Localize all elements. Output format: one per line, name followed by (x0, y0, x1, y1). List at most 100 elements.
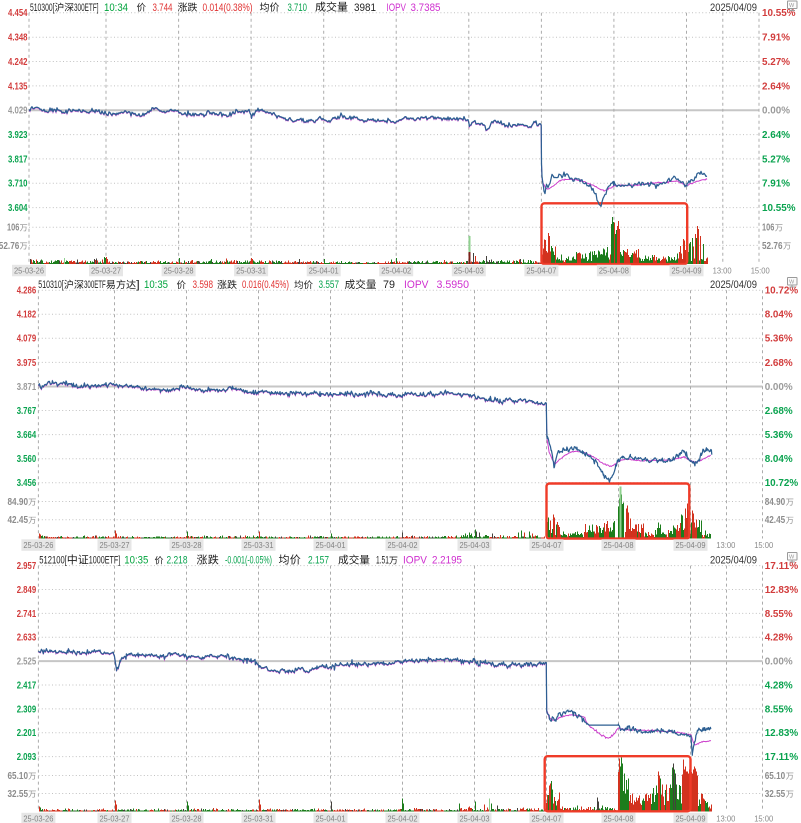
svg-text:17.11%: 17.11% (765, 561, 799, 572)
svg-text:106: 106 (762, 223, 775, 234)
svg-text:25-03-31: 25-03-31 (244, 540, 274, 550)
svg-text:13:00: 13:00 (713, 266, 732, 276)
svg-text:7.91%: 7.91% (762, 179, 790, 190)
svg-text:84.90: 84.90 (765, 497, 786, 508)
svg-text:2.525: 2.525 (17, 657, 37, 668)
svg-text:4.182: 4.182 (17, 310, 37, 321)
svg-text:5.36%: 5.36% (765, 430, 793, 441)
svg-text:10:35: 10:35 (144, 279, 168, 291)
svg-text:2.093: 2.093 (17, 752, 37, 763)
svg-text:25-04-03: 25-04-03 (454, 266, 484, 276)
svg-text:10:34: 10:34 (104, 2, 128, 14)
svg-text:25-03-28: 25-03-28 (164, 266, 194, 276)
svg-text:2.218: 2.218 (167, 555, 188, 567)
svg-text:10.55%: 10.55% (762, 203, 796, 214)
svg-text:79: 79 (383, 279, 395, 291)
svg-text:25-04-01: 25-04-01 (316, 540, 346, 550)
svg-text:3.975: 3.975 (17, 358, 37, 369)
svg-text:510310[: 510310[ (38, 279, 63, 291)
svg-text:42.45: 42.45 (8, 515, 29, 526)
svg-text:2.157: 2.157 (308, 555, 329, 567)
svg-text:17.11%: 17.11% (765, 752, 799, 763)
svg-text:25-03-28: 25-03-28 (172, 814, 202, 823)
svg-text:5.27%: 5.27% (762, 154, 790, 165)
svg-text:3.598: 3.598 (193, 279, 214, 291)
svg-text:8.55%: 8.55% (765, 704, 793, 715)
svg-text:4.079: 4.079 (17, 334, 37, 345)
svg-text:12.83%: 12.83% (765, 585, 799, 596)
svg-text:25-04-09: 25-04-09 (676, 814, 706, 823)
svg-text:8.04%: 8.04% (765, 454, 793, 465)
svg-text:25-03-28: 25-03-28 (172, 540, 202, 550)
svg-text:3.7385: 3.7385 (411, 2, 441, 14)
svg-text:25-03-27: 25-03-27 (100, 540, 130, 550)
svg-text:25-03-27: 25-03-27 (100, 814, 130, 823)
svg-text:25-04-07: 25-04-07 (526, 266, 556, 276)
svg-text:3.817: 3.817 (8, 154, 28, 165)
svg-text:3.710: 3.710 (8, 179, 28, 190)
svg-text:3.456: 3.456 (17, 478, 37, 489)
svg-text:300ETF]: 300ETF] (74, 2, 99, 14)
svg-text:25-04-01: 25-04-01 (309, 266, 339, 276)
svg-text:W: W (789, 280, 795, 286)
svg-text:10.72%: 10.72% (765, 286, 799, 297)
svg-text:3.5950: 3.5950 (437, 279, 470, 291)
svg-text:2.201: 2.201 (17, 728, 37, 739)
svg-text:15:00: 15:00 (754, 540, 773, 550)
svg-text:4.029: 4.029 (8, 106, 28, 117)
svg-text:32.55: 32.55 (8, 789, 29, 800)
svg-text:0.014(0.38%): 0.014(0.38%) (203, 2, 253, 14)
svg-text:8.04%: 8.04% (765, 310, 793, 321)
svg-text:300ETF: 300ETF (84, 279, 106, 291)
svg-text:3.557: 3.557 (319, 279, 340, 291)
svg-text:2025/04/09: 2025/04/09 (710, 555, 757, 567)
svg-text:25-04-03: 25-04-03 (460, 814, 490, 823)
svg-text:3.871: 3.871 (17, 382, 37, 393)
svg-text:25-03-27: 25-03-27 (91, 266, 121, 276)
svg-text:15:00: 15:00 (754, 814, 773, 823)
svg-text:25-04-08: 25-04-08 (604, 540, 634, 550)
svg-text:65.10: 65.10 (8, 771, 29, 782)
svg-text:13:00: 13:00 (716, 814, 735, 823)
svg-text:42.45: 42.45 (765, 515, 786, 526)
svg-text:10:35: 10:35 (124, 555, 148, 567)
svg-text:65.10: 65.10 (765, 771, 786, 782)
svg-text:0.00%: 0.00% (762, 106, 790, 117)
svg-text:25-03-26: 25-03-26 (23, 814, 53, 823)
svg-text:4.135: 4.135 (8, 81, 28, 92)
svg-text:25-04-01: 25-04-01 (316, 814, 346, 823)
svg-text:25-03-26: 25-03-26 (14, 266, 44, 276)
svg-text:84.90: 84.90 (8, 497, 29, 508)
svg-text:2.417: 2.417 (17, 680, 37, 691)
svg-text:3.710: 3.710 (288, 2, 308, 14)
svg-text:10.72%: 10.72% (765, 478, 799, 489)
svg-text:3.560: 3.560 (17, 454, 37, 465)
svg-text:4.454: 4.454 (8, 8, 28, 19)
svg-text:106: 106 (7, 223, 20, 234)
svg-text:13:00: 13:00 (716, 540, 735, 550)
svg-text:3.604: 3.604 (8, 203, 28, 214)
svg-text:52.76: 52.76 (762, 241, 783, 252)
svg-text:25-04-02: 25-04-02 (388, 814, 418, 823)
svg-text:]: ] (136, 279, 140, 291)
svg-text:3981: 3981 (354, 2, 376, 14)
svg-text:3.744: 3.744 (153, 2, 173, 14)
svg-text:25-04-07: 25-04-07 (532, 540, 562, 550)
svg-text:2025/04/09: 2025/04/09 (710, 279, 757, 291)
svg-text:25-04-09: 25-04-09 (672, 266, 702, 276)
svg-text:15:00: 15:00 (751, 266, 770, 276)
svg-text:2.64%: 2.64% (762, 130, 790, 141)
svg-text:2.68%: 2.68% (765, 406, 793, 417)
svg-text:W: W (789, 555, 795, 561)
svg-text:52.76: 52.76 (0, 241, 20, 252)
svg-text:2.68%: 2.68% (765, 358, 793, 369)
svg-text:2.633: 2.633 (17, 633, 37, 644)
svg-text:3.923: 3.923 (8, 130, 28, 141)
svg-text:25-04-08: 25-04-08 (599, 266, 629, 276)
svg-text:32.55: 32.55 (765, 789, 786, 800)
svg-text:25-03-31: 25-03-31 (236, 266, 266, 276)
svg-text:4.348: 4.348 (8, 33, 28, 44)
svg-text:25-03-26: 25-03-26 (23, 540, 53, 550)
svg-text:4.28%: 4.28% (765, 680, 793, 691)
svg-text:10.55%: 10.55% (762, 8, 796, 19)
